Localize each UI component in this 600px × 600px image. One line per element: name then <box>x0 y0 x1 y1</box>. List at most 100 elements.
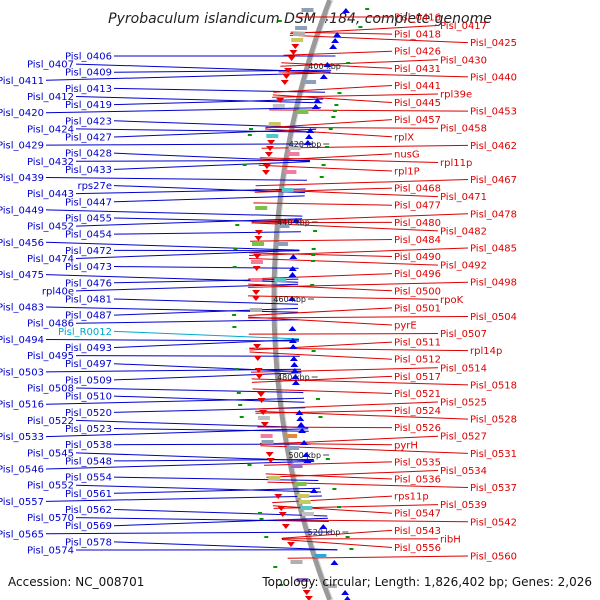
connector-line <box>258 164 393 172</box>
connector-line <box>113 231 301 235</box>
gene-label: Pisl_0518 <box>470 380 517 391</box>
forward-gene-arrow <box>311 104 320 109</box>
gene-label: Pisl_0538 <box>65 440 112 451</box>
reverse-gene-arrow <box>254 368 263 373</box>
gene-label: Pisl_0514 <box>440 363 487 374</box>
connector-line <box>113 330 299 340</box>
gene-label: Pisl_0477 <box>394 201 441 212</box>
gene-label: Pisl_0419 <box>65 100 112 111</box>
forward-gene-block <box>297 494 310 498</box>
green-marker <box>232 314 237 316</box>
connector-line <box>113 307 299 316</box>
gene-label: pyrE <box>394 321 417 332</box>
reverse-gene-block <box>268 122 281 126</box>
connector-line <box>45 428 309 438</box>
connector-line <box>281 539 393 548</box>
gene-label: Pisl_0498 <box>470 278 517 289</box>
gene-label: Pisl_0478 <box>470 209 517 220</box>
green-marker <box>328 128 333 130</box>
kbp-ticks: 400 kbp 420 kbp 440 kbp 460 kbp 480 kbp 500 k… <box>273 62 349 537</box>
forward-gene-arrow <box>300 440 309 445</box>
reverse-gene-block <box>295 26 308 30</box>
forward-gene-arrow <box>288 338 297 343</box>
gene-label: Pisl_0493 <box>65 343 112 354</box>
reverse-gene-block <box>252 242 264 246</box>
gene-label: Pisl_0480 <box>394 218 441 229</box>
forward-gene-block <box>294 482 307 486</box>
forward-gene-block <box>287 446 300 450</box>
gene-label: Pisl_0569 <box>65 521 112 532</box>
connector-line <box>45 531 332 535</box>
connector-line <box>248 273 393 280</box>
connector-line <box>75 517 329 522</box>
green-marker <box>332 488 337 490</box>
reverse-gene-arrow <box>257 392 265 397</box>
forward-gene-block <box>276 242 289 246</box>
reverse-gene-arrow <box>255 374 264 379</box>
gene-label: Pisl_0531 <box>470 449 517 460</box>
connector-line <box>249 238 393 242</box>
connector-line <box>75 484 322 493</box>
gene-label: ribH <box>440 534 461 545</box>
green-marker <box>277 20 282 22</box>
kbp-tick-label: 420 kbp <box>289 140 322 149</box>
gene-label: Pisl_0522 <box>27 416 74 427</box>
green-marker <box>332 110 337 112</box>
connector-line <box>75 419 309 429</box>
green-marker <box>349 548 354 550</box>
gene-label: Pisl_0433 <box>65 165 112 176</box>
forward-gene-block <box>281 188 294 192</box>
gene-label: Pisl_0486 <box>27 319 74 330</box>
connector-line <box>251 213 469 223</box>
connector-line <box>253 202 393 206</box>
connector-line <box>45 241 300 251</box>
green-marker <box>337 506 341 508</box>
gene-label: Pisl_0426 <box>394 47 441 58</box>
green-marker <box>310 284 315 286</box>
forward-gene-block <box>290 464 303 468</box>
gene-label: Pisl_0452 <box>27 222 74 233</box>
gene-label: Pisl_0510 <box>65 392 112 403</box>
gene-label: Pisl_0534 <box>440 466 487 477</box>
connector-line <box>75 283 299 292</box>
reverse-gene-arrow <box>289 50 298 55</box>
reverse-gene-arrow <box>264 152 273 157</box>
gene-label: Pisl_0507 <box>440 329 487 340</box>
connector-line <box>260 435 439 445</box>
green-marker <box>331 116 336 118</box>
connector-line <box>248 283 393 292</box>
forward-gene-arrow <box>341 590 350 595</box>
green-marker <box>325 146 329 148</box>
forward-gene-block <box>324 584 337 588</box>
gene-label: Pisl_0497 <box>65 359 112 370</box>
reverse-gene-arrow <box>253 356 262 361</box>
gene-label: Pisl_0476 <box>65 278 112 289</box>
reverse-gene-arrow <box>291 44 300 49</box>
connector-line <box>272 94 393 104</box>
gene-label: Pisl_0407 <box>27 60 74 71</box>
connector-line <box>265 119 393 129</box>
gene-label: rpoK <box>440 295 464 306</box>
reverse-gene-arrow <box>281 524 290 529</box>
gene-label: Pisl_0462 <box>470 141 517 152</box>
gene-label: Pisl_0545 <box>27 448 74 459</box>
connector-line <box>247 295 439 300</box>
connector-line <box>249 252 393 258</box>
green-marker <box>334 104 339 106</box>
gene-label: Pisl_0508 <box>27 384 74 395</box>
gene-label: Pisl_0455 <box>65 213 112 224</box>
gene-label: Pisl_0481 <box>65 294 112 305</box>
gene-label: Pisl_0440 <box>470 72 517 83</box>
reverse-gene-arrow <box>287 56 296 61</box>
gene-label: Pisl_0556 <box>394 543 441 554</box>
gene-label: Pisl_0517 <box>394 372 441 383</box>
connector-line <box>45 495 323 502</box>
connector-line <box>248 307 393 316</box>
gene-label: rpl11p <box>440 158 472 169</box>
connector-line <box>113 476 319 481</box>
green-marker <box>358 26 363 28</box>
green-marker <box>346 62 351 64</box>
forward-gene-arrow <box>313 98 322 103</box>
connector-line <box>113 443 311 446</box>
